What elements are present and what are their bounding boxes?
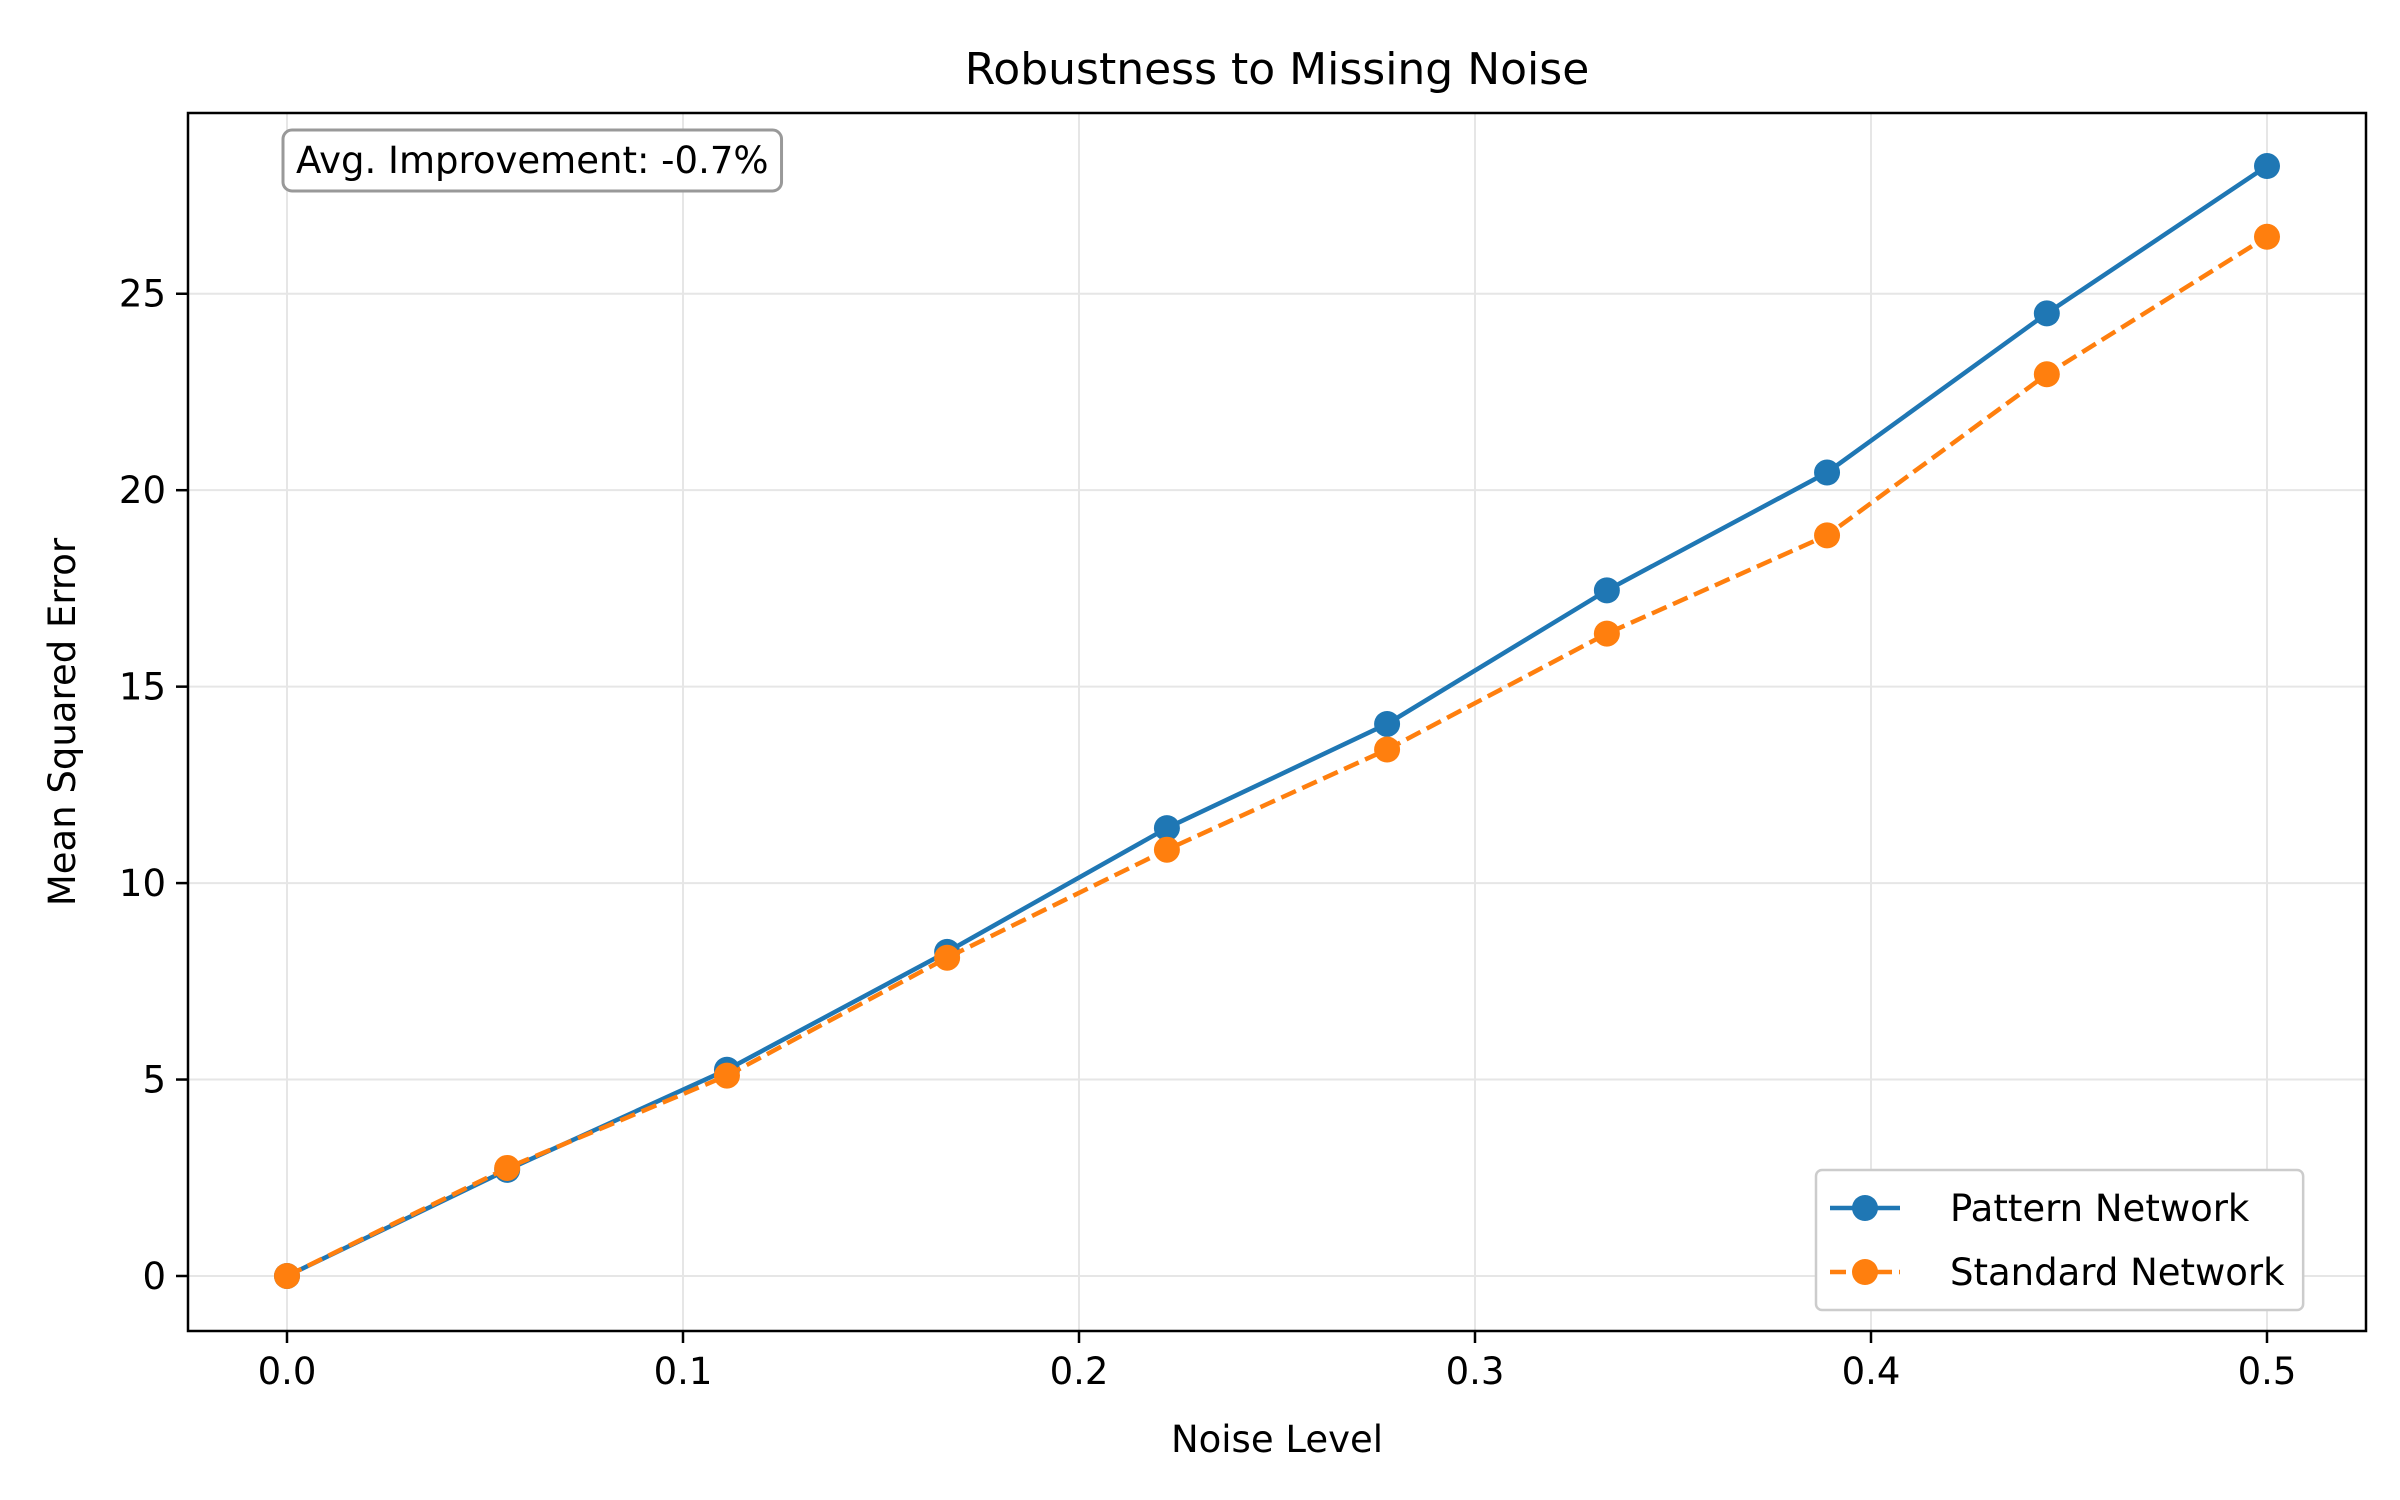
y-tick-label: 25 bbox=[119, 273, 166, 316]
y-axis-label: Mean Squared Error bbox=[41, 537, 84, 906]
chart-title: Robustness to Missing Noise bbox=[965, 44, 1590, 95]
data-point bbox=[2254, 153, 2280, 180]
x-tick-label: 0.3 bbox=[1446, 1350, 1505, 1393]
x-tick-label: 0.0 bbox=[258, 1350, 317, 1393]
series-1 bbox=[274, 223, 2280, 1289]
series-line bbox=[286, 234, 2269, 1279]
x-tick-label: 0.1 bbox=[654, 1350, 713, 1393]
x-tick-label: 0.2 bbox=[1050, 1350, 1109, 1393]
data-point bbox=[1593, 620, 1620, 647]
plot-frame bbox=[186, 111, 2368, 1333]
y-tick-label: 0 bbox=[142, 1255, 166, 1298]
data-point bbox=[1374, 710, 1401, 737]
data-point bbox=[1374, 736, 1401, 763]
x-tick-label: 0.5 bbox=[2238, 1350, 2297, 1393]
annotation-text: Avg. Improvement: -0.7% bbox=[296, 139, 769, 182]
data-point bbox=[1814, 522, 1841, 549]
data-point bbox=[1593, 577, 1620, 604]
data-point bbox=[274, 1262, 300, 1289]
legend: Pattern Network Standard Network bbox=[1814, 1168, 2305, 1312]
axis-ticks: 0.0 0.1 0.2 0.3 0.4 0.5 0 5 10 15 20 25 bbox=[119, 273, 2297, 1393]
data-point bbox=[1814, 459, 1841, 486]
legend-frame bbox=[1814, 1168, 2305, 1312]
legend-marker bbox=[1852, 1195, 1878, 1221]
y-tick-label: 5 bbox=[142, 1059, 166, 1102]
y-tick-label: 10 bbox=[119, 862, 166, 905]
series-layer bbox=[274, 153, 2280, 1289]
series-line bbox=[284, 163, 2270, 1279]
annotation-box: Avg. Improvement: -0.7% bbox=[281, 128, 784, 193]
x-axis-label: Noise Level bbox=[1171, 1418, 1383, 1461]
data-point bbox=[2254, 223, 2280, 250]
y-tick-label: 15 bbox=[119, 666, 166, 709]
data-point bbox=[1153, 836, 1180, 863]
x-tick-label: 0.4 bbox=[1842, 1350, 1901, 1393]
legend-entries: Pattern Network Standard Network bbox=[1830, 1187, 2285, 1294]
data-point bbox=[2033, 300, 2060, 327]
data-point bbox=[1153, 815, 1180, 842]
data-point bbox=[713, 1062, 740, 1089]
legend-label: Pattern Network bbox=[1950, 1187, 2250, 1230]
data-point bbox=[494, 1154, 521, 1181]
legend-marker bbox=[1852, 1259, 1878, 1285]
legend-label: Standard Network bbox=[1950, 1251, 2285, 1294]
annotation-frame bbox=[281, 128, 784, 193]
data-point bbox=[934, 944, 961, 971]
y-tick-label: 20 bbox=[119, 469, 166, 512]
data-point bbox=[2033, 361, 2060, 388]
